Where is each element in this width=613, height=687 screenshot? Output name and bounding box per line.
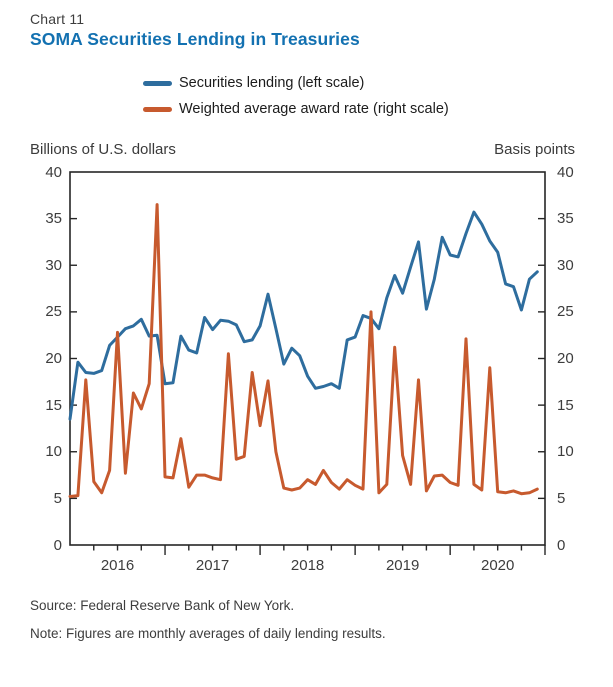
- right-axis-tick-label: 10: [557, 443, 574, 461]
- legend-swatch-orange-line-icon: [143, 106, 172, 112]
- left-axis-tick-label: 10: [45, 443, 62, 461]
- legend-swatch-blue-line-icon: [143, 80, 172, 86]
- methodology-note: Note: Figures are monthly averages of da…: [30, 626, 386, 641]
- legend-item-award-rate: Weighted average award rate (right scale…: [143, 101, 449, 117]
- legend-label: Weighted average award rate (right scale…: [179, 101, 449, 117]
- left-axis-tick-label: 25: [45, 303, 62, 321]
- legend-label: Securities lending (left scale): [179, 75, 365, 91]
- right-axis-tick-label: 35: [557, 210, 574, 228]
- right-axis-tick-label: 5: [557, 489, 566, 507]
- right-axis-tick-label: 25: [557, 303, 574, 321]
- left-axis-tick-label: 20: [45, 350, 62, 367]
- right-axis-tick-label: 20: [557, 350, 574, 367]
- left-axis-title: Billions of U.S. dollars: [30, 141, 176, 158]
- line-chart-plot-area: [68, 171, 546, 555]
- left-axis-tick-label: 30: [45, 256, 62, 274]
- left-axis-tick-label: 40: [45, 163, 62, 181]
- source-note: Source: Federal Reserve Bank of New York…: [30, 598, 295, 613]
- right-axis-title: Basis points: [494, 141, 575, 158]
- left-axis-tick-label: 0: [53, 536, 62, 554]
- right-axis-tick-label: 0: [557, 536, 566, 554]
- chart-title: SOMA Securities Lending in Treasuries: [30, 29, 360, 49]
- left-axis-tick-label: 35: [45, 210, 62, 228]
- right-axis-tick-label: 40: [557, 163, 574, 181]
- x-axis-year-label: 2020: [480, 557, 515, 574]
- x-axis-year-label: 2016: [100, 557, 135, 574]
- x-axis-year-label: 2019: [385, 557, 420, 574]
- right-axis-tick-label: 15: [557, 396, 574, 414]
- x-axis-year-label: 2017: [195, 557, 230, 574]
- chart-number-label: Chart 11: [30, 11, 85, 27]
- securities-lending-line: [68, 210, 539, 421]
- left-axis-tick-label: 15: [45, 396, 62, 414]
- plot-frame: [69, 171, 546, 546]
- x-axis-year-label: 2018: [290, 557, 325, 574]
- legend-item-securities-lending: Securities lending (left scale): [143, 75, 364, 91]
- left-axis-tick-label: 5: [53, 489, 62, 507]
- right-axis-tick-label: 30: [557, 256, 574, 274]
- award-rate-line: [68, 203, 539, 498]
